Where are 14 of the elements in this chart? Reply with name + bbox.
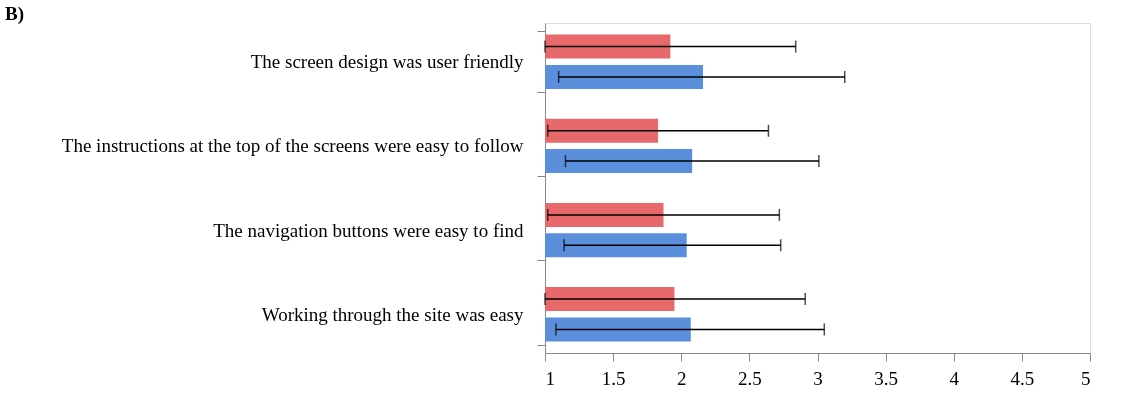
x-tick-label: 4	[949, 367, 960, 389]
x-tick-label: 3	[813, 367, 823, 389]
y-tick-label: The screen design was user friendly	[250, 51, 524, 73]
y-tick-label: Working through the site was easy	[261, 303, 524, 325]
x-tick-label: 3.5	[874, 367, 898, 389]
x-tick-label: 4.5	[1010, 367, 1035, 389]
y-tick-label: The instructions at the top of the screens were easy to follow	[61, 135, 524, 157]
x-tick-label: 2.5	[738, 367, 762, 389]
x-tick-label: 2	[677, 367, 687, 389]
x-tick-label: 1.5	[601, 367, 626, 389]
x-tick-label: 1	[545, 367, 555, 389]
y-tick-label: The navigation buttons were easy to find	[213, 219, 524, 241]
x-tick-label: 5	[1081, 367, 1091, 389]
text: B)	[5, 3, 24, 25]
